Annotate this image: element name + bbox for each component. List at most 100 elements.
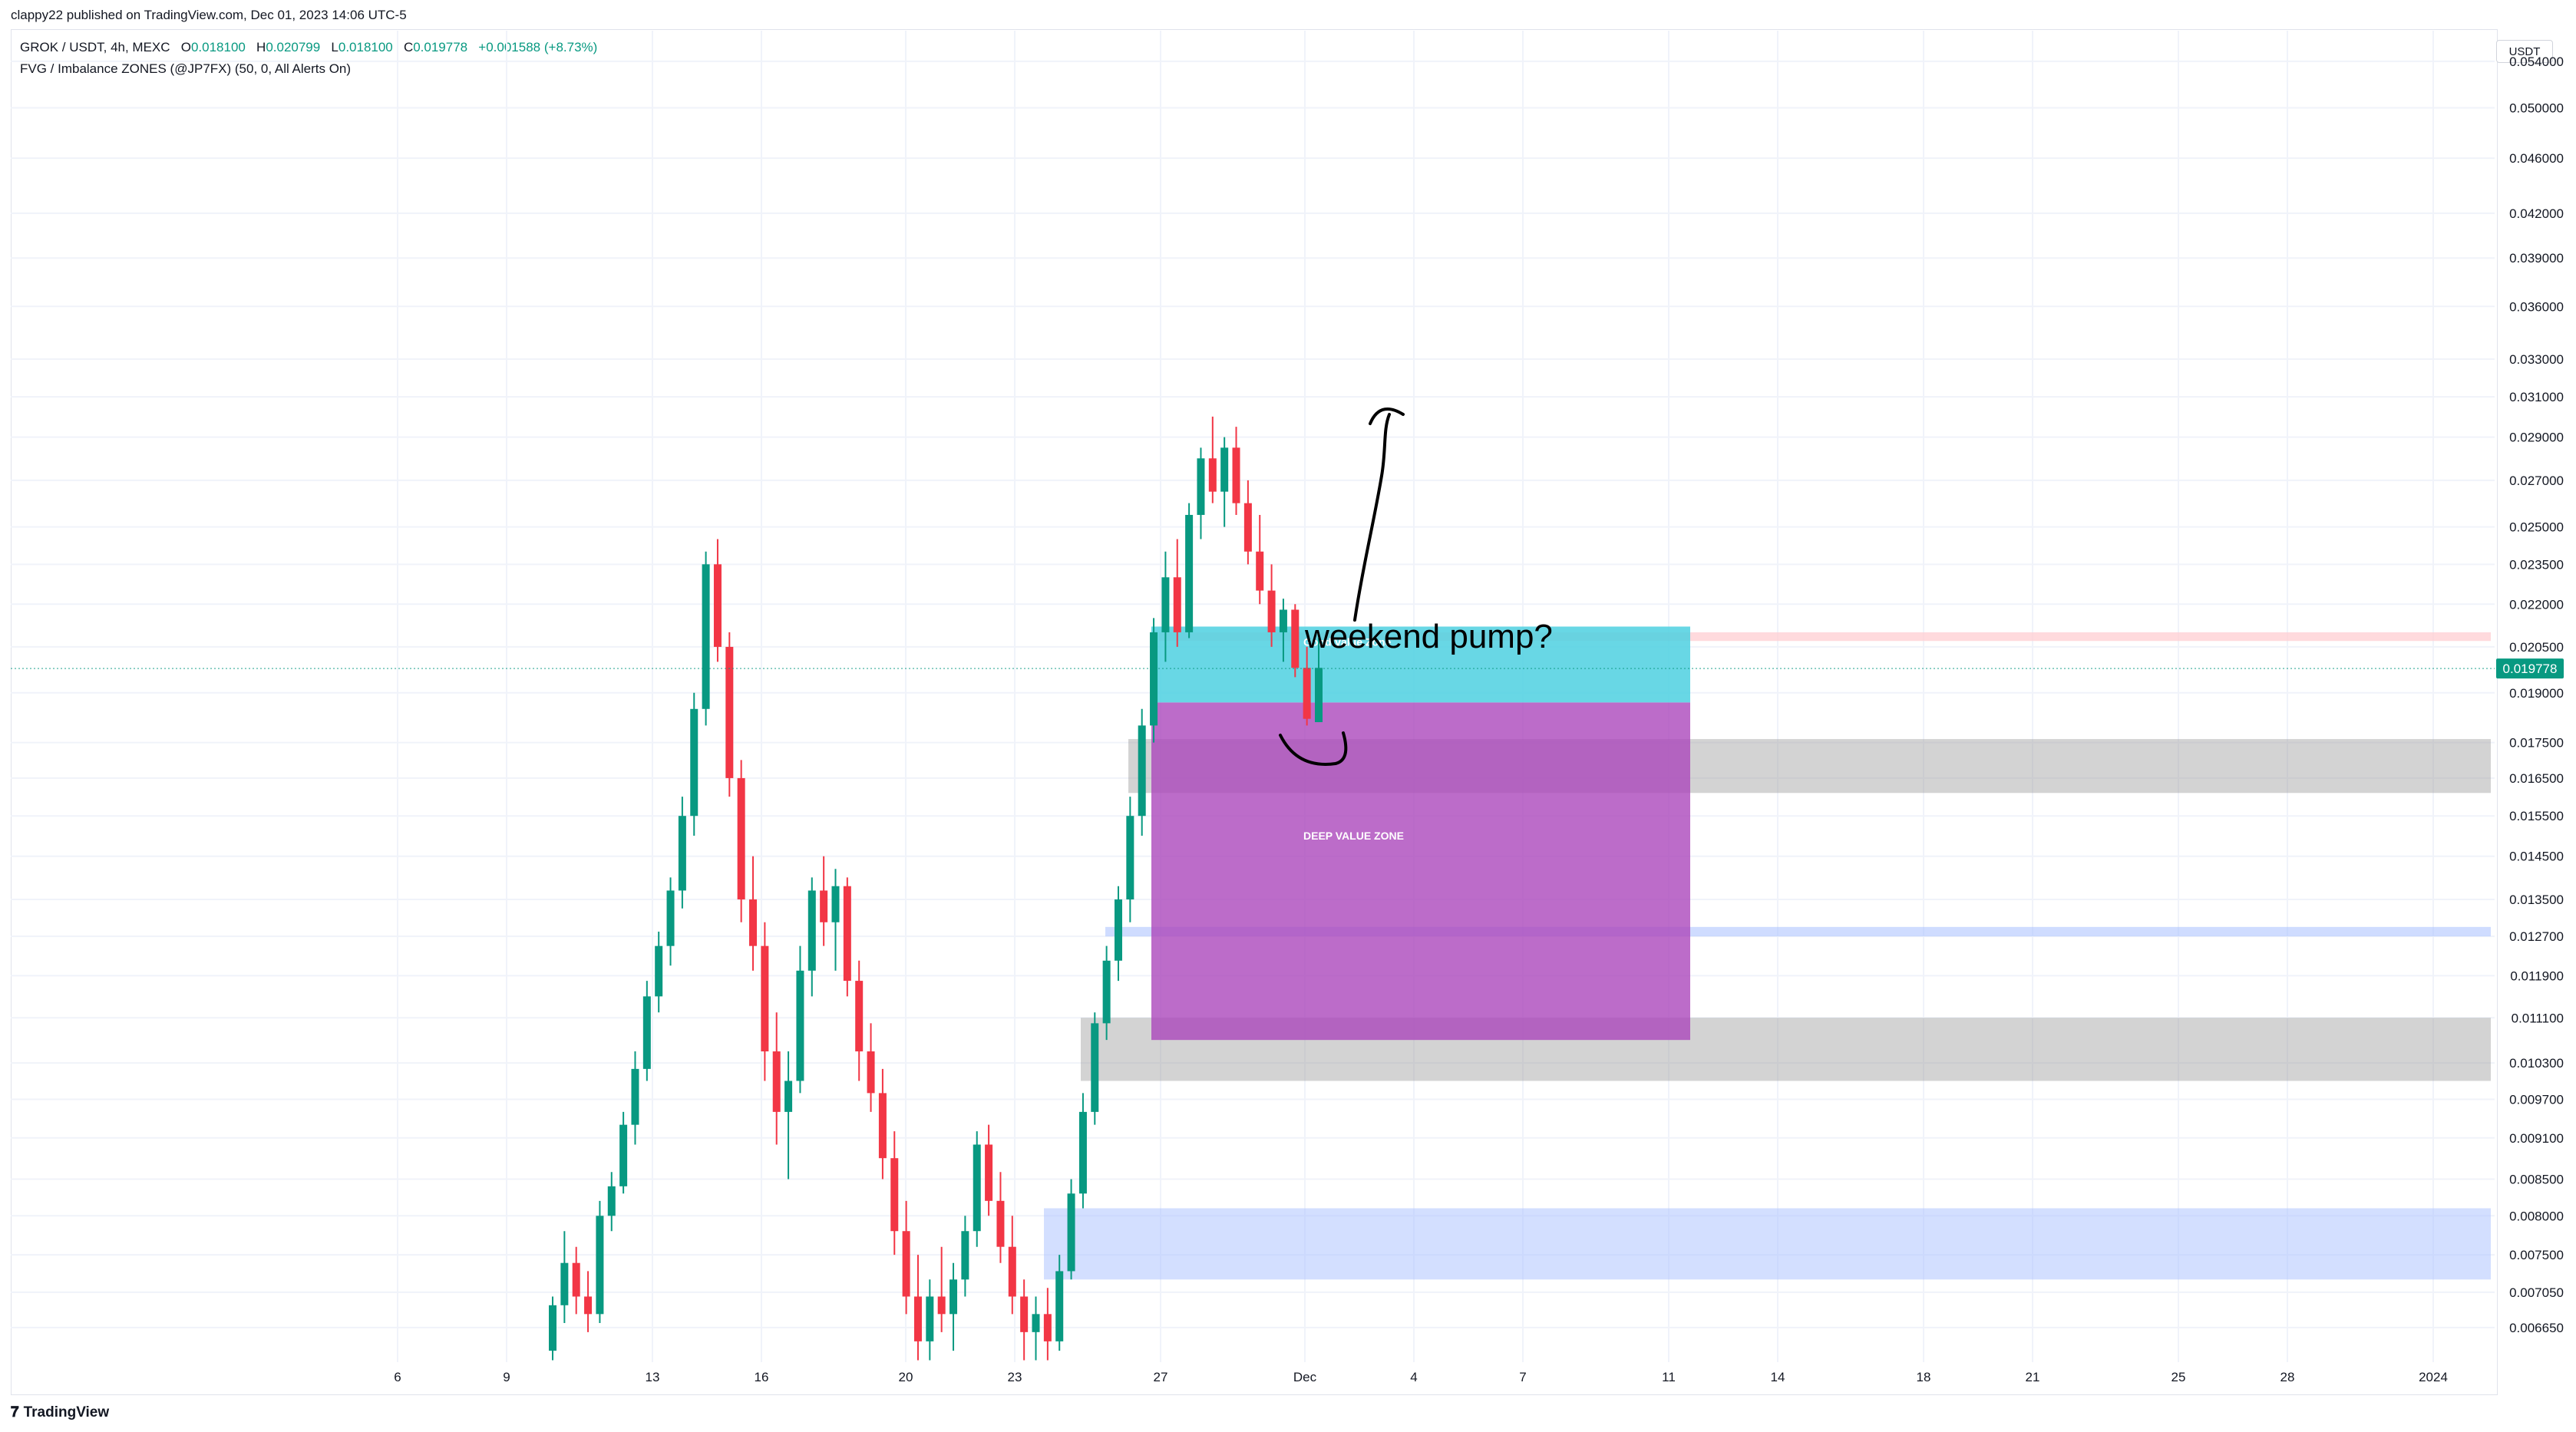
fvg-zones: Good Value Zone DEEP VALUE ZONE [1044, 626, 2491, 1280]
symbol-legend: GROK / USDT, 4h, MEXC O0.018100 H0.02079… [20, 40, 597, 55]
deep-value-zone-label: DEEP VALUE ZONE [1303, 830, 1404, 842]
handwritten-cup [1279, 731, 1348, 766]
y-tick-label: 0.009700 [2509, 1092, 2564, 1107]
candle-body [937, 1296, 946, 1315]
high-value: 0.020799 [266, 40, 321, 54]
candle-body [1114, 899, 1122, 961]
x-tick-label: 20 [899, 1370, 913, 1384]
handwritten-arrow-head [1369, 407, 1405, 425]
candle-body [973, 1144, 981, 1232]
candle-body [926, 1296, 934, 1341]
y-tick-label: 0.042000 [2509, 206, 2564, 221]
grid-lines [11, 31, 2495, 1362]
currency-button[interactable]: USDT [2496, 40, 2553, 63]
candle-body [1150, 632, 1158, 726]
fvg-zone [1159, 632, 2491, 642]
candle-body [985, 1144, 993, 1201]
y-tick-label: 0.016500 [2509, 771, 2564, 786]
y-tick-label: 0.054000 [2509, 54, 2564, 69]
candle-body [607, 1186, 616, 1216]
y-tick-label: 0.046000 [2509, 151, 2564, 166]
y-tick-label: 0.023500 [2509, 557, 2564, 572]
tradingview-brand: TradingView [23, 1404, 110, 1420]
candle-body [690, 708, 698, 817]
y-tick-label: 0.015500 [2509, 809, 2564, 823]
tradingview-logo[interactable]: 𝟕 TradingView [11, 1404, 109, 1421]
close-label: C [403, 40, 414, 54]
y-tick-label: 0.025000 [2509, 520, 2564, 535]
candle-body [737, 777, 745, 900]
candle-body [831, 886, 840, 922]
candle-body [549, 1305, 556, 1351]
y-tick-label: 0.022000 [2509, 597, 2564, 612]
candle-body [584, 1296, 593, 1315]
x-tick-label: 23 [1008, 1370, 1022, 1384]
x-tick-label: 21 [2026, 1370, 2040, 1384]
candle-body [1291, 609, 1300, 668]
candle-body [725, 646, 734, 778]
indicator-legend[interactable]: FVG / Imbalance ZONES (@JP7FX) (50, 0, A… [20, 61, 352, 76]
candle-body [890, 1158, 899, 1232]
candle-body [572, 1262, 580, 1297]
x-tick-label: 14 [1771, 1370, 1785, 1384]
y-tick-label: 0.019000 [2509, 686, 2564, 701]
y-tick-label: 0.011100 [2512, 1011, 2564, 1025]
y-tick-label: 0.009100 [2509, 1131, 2564, 1146]
fvg-zone [1151, 702, 1690, 1041]
candle-body [996, 1200, 1005, 1247]
y-tick-label: 0.013500 [2509, 893, 2564, 907]
candle-body [1220, 447, 1229, 492]
fvg-zone [1044, 1208, 2491, 1280]
candle-body [867, 1051, 875, 1094]
candle-body [796, 970, 804, 1081]
y-tick-label: 0.006650 [2509, 1321, 2564, 1335]
candle-body [913, 1296, 922, 1341]
y-tick-label: 0.008500 [2509, 1173, 2564, 1187]
candle-body [642, 996, 651, 1069]
candle-body [713, 564, 722, 647]
y-tick-label: 0.008000 [2509, 1209, 2564, 1223]
candle-body [1197, 458, 1205, 515]
x-tick-label: 4 [1410, 1370, 1417, 1384]
open-value: 0.018100 [190, 40, 246, 54]
y-tick-label: 0.039000 [2509, 251, 2564, 266]
candles [549, 416, 1323, 1361]
y-tick-label: 0.036000 [2509, 299, 2564, 314]
overlay-drawings: 0.019778 weekend pump? [11, 407, 2564, 766]
candle-body [1138, 725, 1146, 817]
symbol-title[interactable]: GROK / USDT, 4h, MEXC [20, 40, 170, 54]
y-tick-label: 0.050000 [2509, 101, 2564, 115]
candle-body [843, 886, 851, 982]
x-tick-label: 6 [394, 1370, 401, 1384]
candle-body [807, 890, 816, 971]
candle-body [949, 1279, 958, 1315]
candle-body [749, 899, 758, 946]
candle-body [1185, 514, 1194, 632]
x-tick-label: 11 [1662, 1370, 1676, 1384]
candle-body [772, 1051, 781, 1112]
candle-body [1256, 551, 1264, 591]
current-price-tag [2496, 658, 2564, 679]
x-tick-label: Dec [1293, 1370, 1317, 1384]
high-label: H [256, 40, 266, 54]
publisher-caption: clappy22 published on TradingView.com, D… [11, 8, 407, 22]
candle-body [1279, 609, 1287, 632]
handwritten-note: weekend pump? [1304, 618, 1553, 655]
chart-frame [11, 29, 2498, 1395]
candle-body [1232, 447, 1240, 503]
x-tick-label: 2024 [2419, 1370, 2448, 1384]
y-tick-label: 0.010300 [2509, 1056, 2564, 1071]
tradingview-mark-icon: 𝟕 [11, 1404, 19, 1420]
candle-body [1020, 1296, 1029, 1332]
close-value: 0.019778 [413, 40, 468, 54]
y-tick-label: 0.027000 [2509, 473, 2564, 488]
candle-body [1303, 668, 1311, 719]
candle-body [1102, 960, 1111, 1024]
candle-body [1161, 577, 1170, 632]
y-tick-label: 0.011900 [2510, 968, 2564, 983]
candle-body [1067, 1193, 1075, 1272]
candle-body [1173, 577, 1181, 632]
candle-body [1078, 1111, 1087, 1194]
x-tick-label: 13 [646, 1370, 660, 1384]
